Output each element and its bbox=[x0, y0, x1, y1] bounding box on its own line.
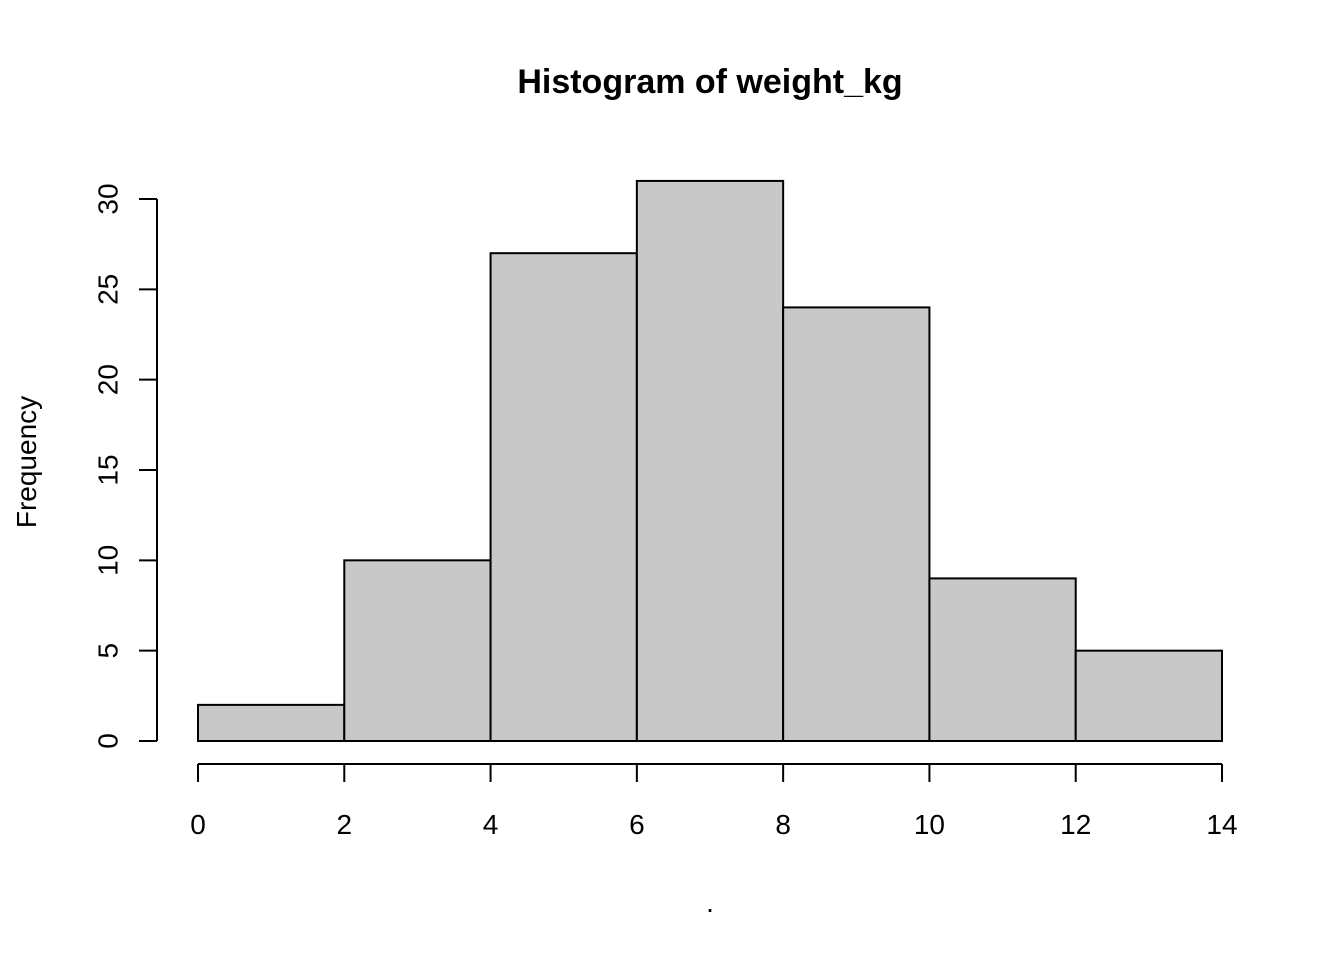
histogram-bar bbox=[1074, 649, 1223, 743]
x-axis: 0 2 4 6 8 10 12 14 bbox=[190, 763, 1238, 840]
x-axis-label: . bbox=[706, 887, 714, 918]
x-tick-label: 6 bbox=[629, 809, 645, 840]
histogram-bar bbox=[928, 577, 1077, 743]
y-tick-label: 15 bbox=[92, 454, 123, 485]
x-tick-label: 12 bbox=[1060, 809, 1091, 840]
x-tick-label: 2 bbox=[336, 809, 352, 840]
histogram-bar bbox=[635, 179, 785, 742]
histogram-bar bbox=[489, 252, 638, 742]
x-tick-label: 4 bbox=[483, 809, 499, 840]
bars-group bbox=[197, 179, 1223, 743]
y-tick-label: 30 bbox=[92, 183, 123, 214]
x-tick-label: 14 bbox=[1206, 809, 1237, 840]
y-tick-label: 20 bbox=[92, 364, 123, 395]
y-axis-label: Frequency bbox=[11, 396, 42, 528]
x-tick-label: 0 bbox=[190, 809, 206, 840]
y-axis: 0 5 10 15 20 25 30 bbox=[92, 183, 158, 749]
y-tick-label: 5 bbox=[92, 643, 123, 659]
x-tick-label: 8 bbox=[775, 809, 791, 840]
chart-title: Histogram of weight_kg bbox=[517, 63, 902, 101]
histogram-bar bbox=[782, 306, 931, 742]
y-tick-label: 25 bbox=[92, 274, 123, 305]
histogram-bar bbox=[197, 703, 346, 742]
y-tick-label: 10 bbox=[92, 545, 123, 576]
y-tick-label: 0 bbox=[92, 733, 123, 749]
x-tick-label: 10 bbox=[914, 809, 945, 840]
histogram-bar bbox=[343, 559, 492, 742]
